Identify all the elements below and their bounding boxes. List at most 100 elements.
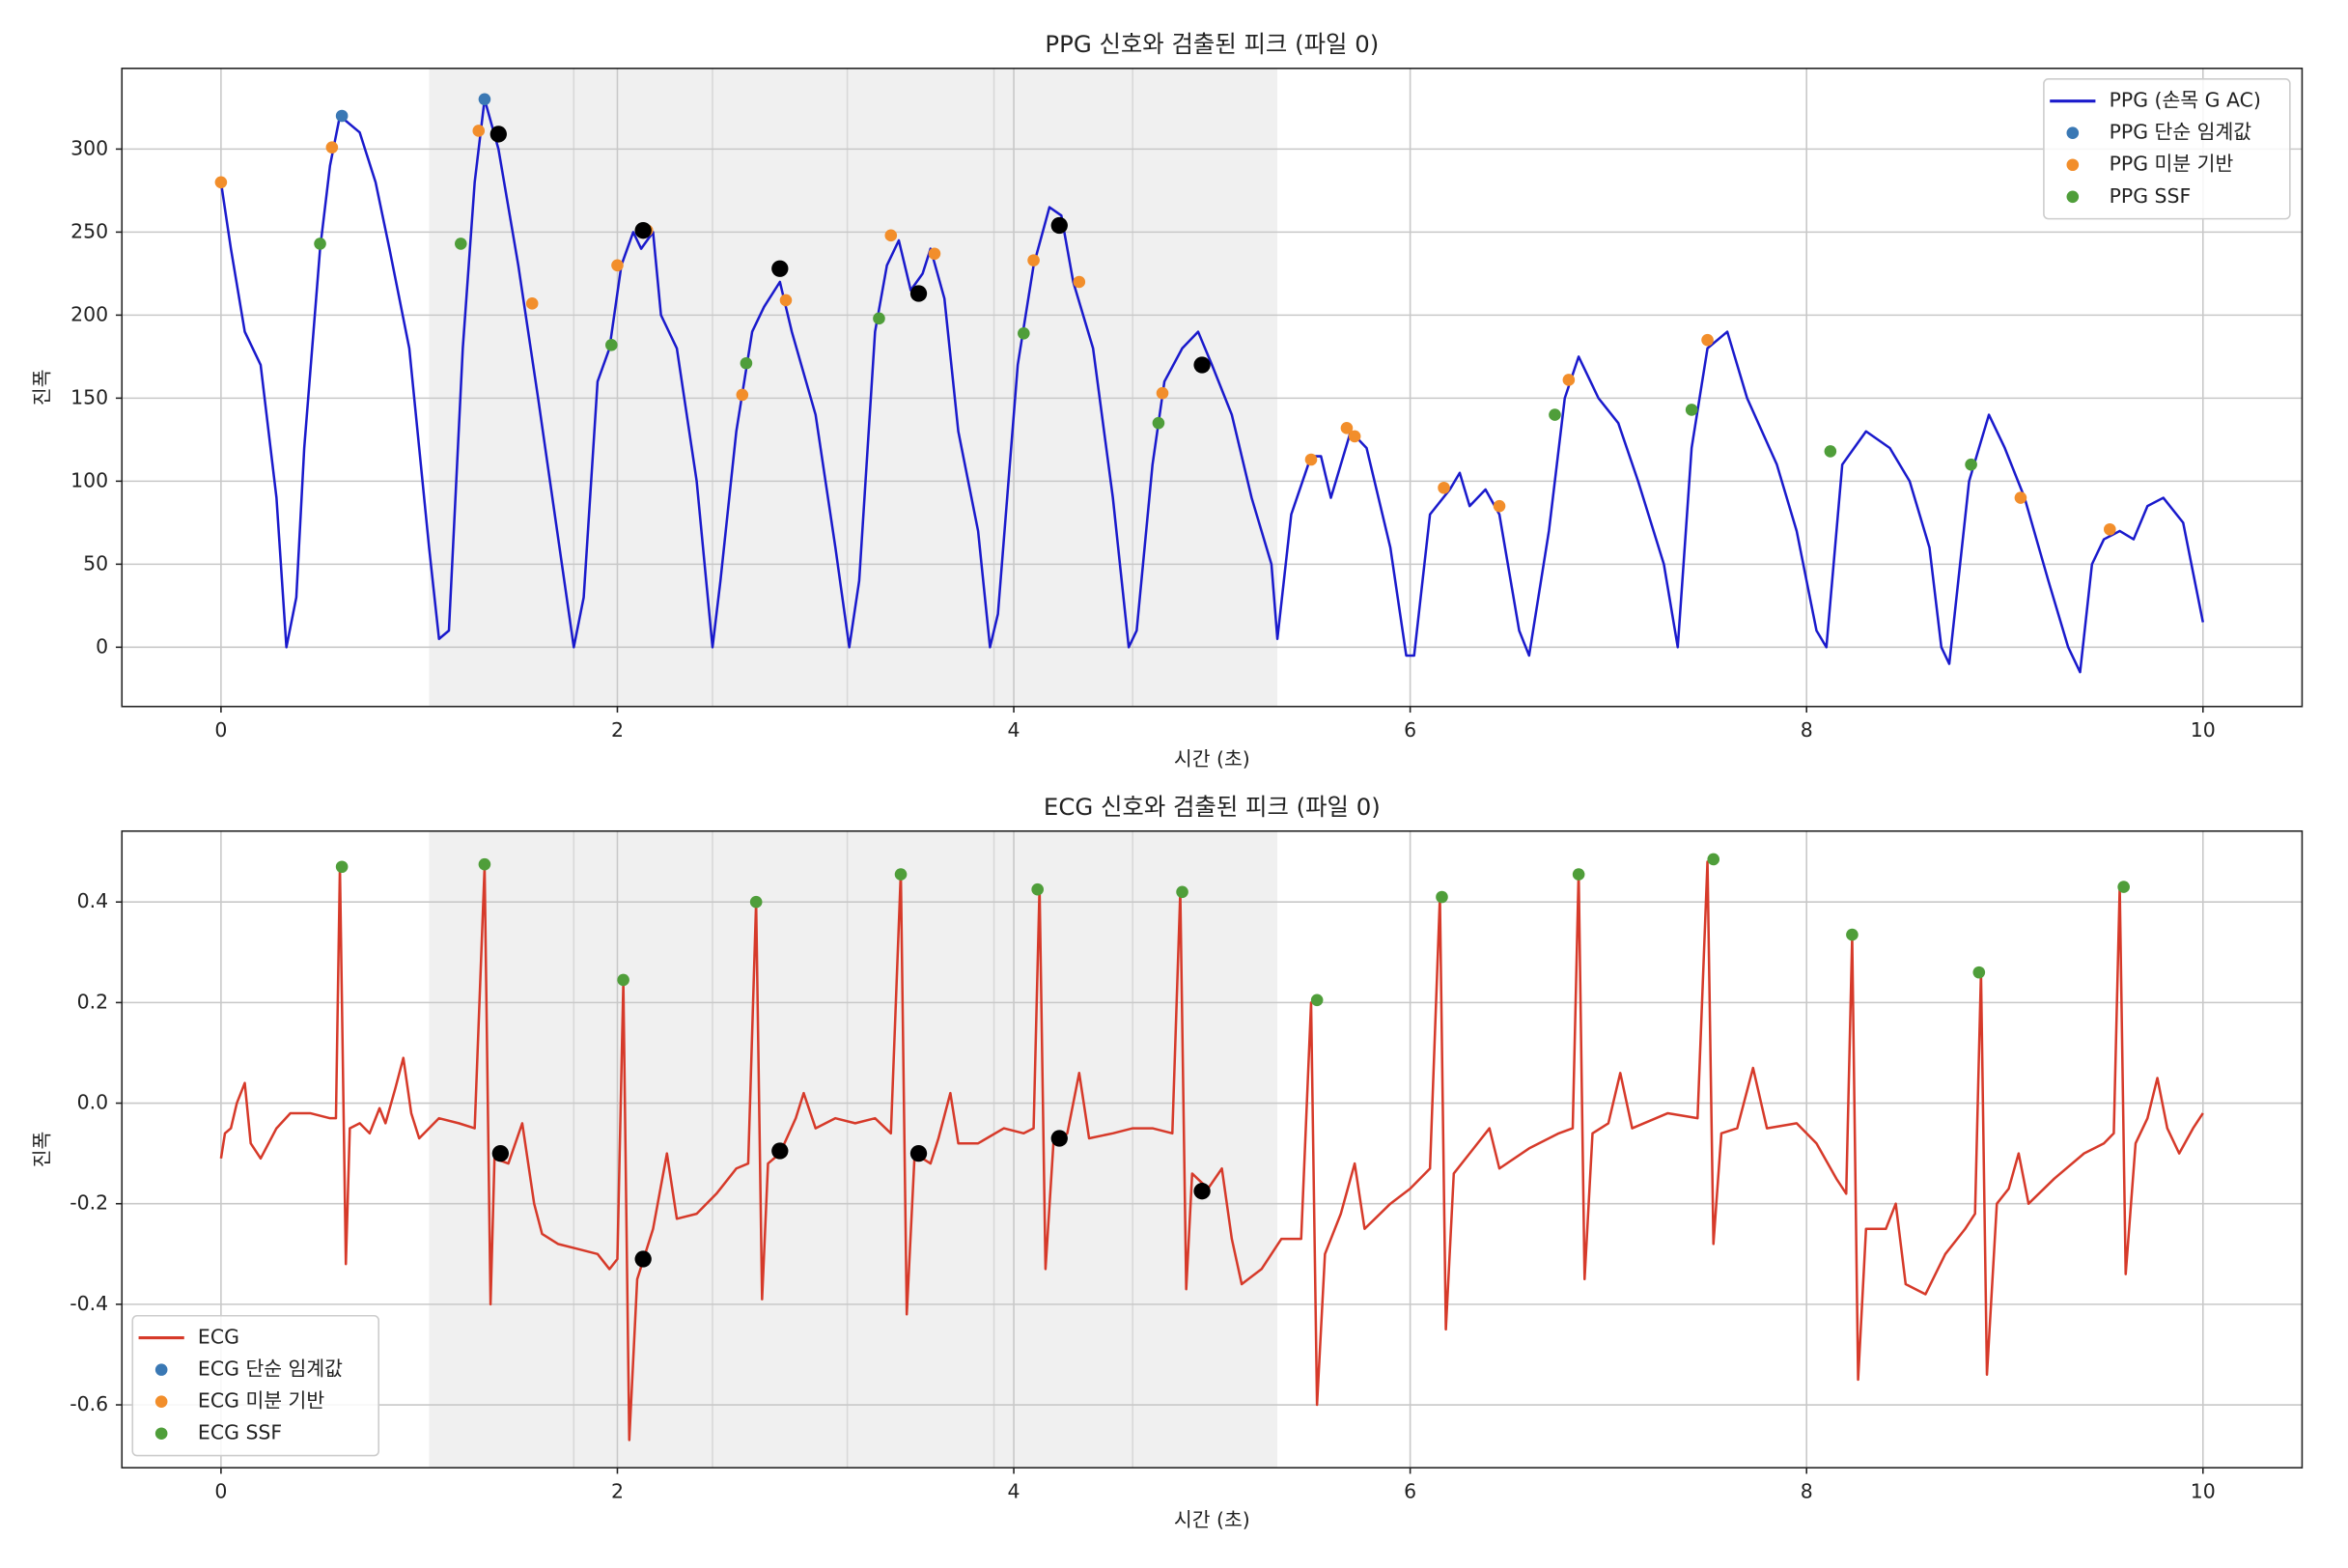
peak-marker — [1685, 404, 1698, 416]
peak-marker — [1972, 966, 1986, 979]
peak-marker — [634, 222, 652, 239]
peak-marker — [1193, 356, 1211, 374]
x-tick-label: 2 — [611, 1479, 624, 1502]
peak-marker — [1549, 408, 1561, 421]
peak-marker — [1846, 928, 1859, 941]
peak-marker — [325, 141, 339, 154]
highlight-span — [429, 68, 1278, 707]
peak-marker — [611, 259, 624, 272]
legend-label: PPG 미분 기반 — [2110, 153, 2234, 176]
peak-marker — [1436, 890, 1448, 904]
legend: ECG ECG 단순 임계값 ECG 미분 기반 ECG SSF — [131, 1314, 379, 1457]
peak-marker — [478, 93, 491, 106]
legend-label: ECG 미분 기반 — [198, 1389, 324, 1413]
peak-marker — [1027, 254, 1040, 266]
peak-marker — [909, 285, 928, 302]
peak-marker — [1304, 453, 1318, 466]
x-tick-label: 0 — [214, 718, 227, 742]
legend-label: PPG 단순 임계값 — [2110, 121, 2252, 144]
x-tick-label: 4 — [1008, 1479, 1020, 1502]
peak-marker — [1152, 416, 1165, 430]
peak-marker — [214, 176, 228, 189]
x-axis-label: 시간 (초) — [1174, 747, 1250, 770]
peak-marker — [740, 356, 753, 370]
y-tick-label: 50 — [83, 551, 108, 574]
peak-marker — [1073, 275, 1086, 289]
y-tick-label: -0.2 — [70, 1191, 108, 1215]
peak-marker — [2014, 491, 2027, 504]
y-tick-label: -0.4 — [70, 1292, 108, 1315]
x-tick-label: 4 — [1008, 718, 1020, 742]
x-tick-label: 6 — [1404, 1479, 1416, 1502]
peak-marker — [1031, 882, 1044, 896]
legend-swatch — [154, 1395, 168, 1408]
peak-marker — [1340, 422, 1354, 434]
y-tick-label: 0.2 — [77, 990, 109, 1013]
peak-marker — [1050, 1130, 1068, 1147]
peak-marker — [2117, 881, 2130, 893]
axes-frame — [121, 68, 2304, 708]
peak-marker — [489, 126, 507, 143]
peak-marker — [525, 297, 539, 310]
x-tick-label: 6 — [1404, 718, 1416, 742]
x-tick-label: 8 — [1801, 718, 1813, 742]
peak-marker — [634, 1250, 652, 1268]
y-tick-label: 250 — [70, 219, 108, 242]
peak-marker — [894, 868, 908, 881]
peak-marker — [1176, 885, 1188, 899]
y-tick-label: 300 — [70, 136, 108, 159]
peak-marker — [771, 1142, 789, 1160]
legend-swatch — [154, 1427, 168, 1441]
peak-marker — [1701, 333, 1714, 347]
legend-swatch — [2066, 158, 2080, 172]
peak-marker — [1050, 216, 1068, 235]
x-tick-label: 2 — [611, 718, 624, 742]
peak-marker — [472, 125, 486, 137]
chart-title: ECG 신호와 검출된 피크 (파일 0) — [1044, 793, 1381, 821]
legend-swatch — [154, 1363, 168, 1376]
peak-marker — [617, 973, 629, 987]
peak-marker — [749, 895, 763, 909]
peak-marker — [1572, 868, 1585, 881]
peak-marker — [314, 238, 326, 250]
peak-marker — [736, 388, 749, 402]
peak-marker — [1438, 481, 1450, 494]
x-axis-label: 시간 (초) — [1174, 1508, 1250, 1531]
x-tick-label: 10 — [2191, 1479, 2216, 1502]
peak-marker — [1707, 853, 1720, 866]
peak-marker — [1965, 458, 1977, 471]
x-tick-label: 0 — [214, 1479, 227, 1502]
legend-label: ECG SSF — [198, 1421, 282, 1444]
chart-title: PPG 신호와 검출된 피크 (파일 0) — [1045, 30, 1379, 58]
peak-marker — [1193, 1183, 1211, 1200]
y-axis-label: 진폭 — [30, 1132, 53, 1168]
y-tick-label: 0.4 — [77, 889, 109, 912]
peak-marker — [928, 247, 941, 261]
peak-marker — [1562, 374, 1576, 386]
highlight-span — [429, 830, 1278, 1469]
y-tick-label: 150 — [70, 385, 108, 408]
y-tick-label: 0 — [96, 634, 108, 658]
y-tick-label: 200 — [70, 302, 108, 325]
peak-marker — [1018, 327, 1030, 340]
peak-marker — [771, 260, 789, 277]
peak-marker — [605, 339, 618, 351]
y-tick-label: 100 — [70, 468, 108, 491]
peak-marker — [1310, 994, 1324, 1007]
peak-marker — [491, 1144, 510, 1162]
legend-box — [2043, 78, 2291, 220]
peak-marker — [335, 109, 349, 123]
peak-marker — [884, 229, 898, 242]
y-tick-label: -0.6 — [70, 1392, 108, 1415]
y-tick-label: 0.0 — [77, 1091, 109, 1114]
y-axis-label: 진폭 — [30, 369, 53, 406]
legend-swatch — [2066, 190, 2080, 204]
legend-swatch — [2066, 126, 2080, 139]
legend-label: ECG 단순 임계값 — [198, 1358, 343, 1381]
peak-marker — [873, 312, 885, 325]
peak-marker — [1348, 430, 1361, 443]
series-line — [219, 860, 2204, 1442]
legend-label: PPG (손목 G AC) — [2110, 89, 2261, 112]
